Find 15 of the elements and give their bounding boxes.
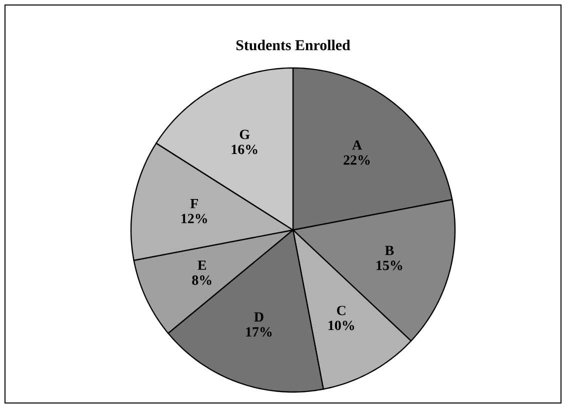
slice-label: C bbox=[337, 306, 346, 316]
slice-label: E bbox=[198, 260, 206, 270]
slice-label: B bbox=[385, 246, 394, 256]
slice-label: A bbox=[352, 140, 362, 150]
data-label: 17% bbox=[246, 327, 272, 337]
slice-label: F bbox=[190, 199, 198, 208]
data-label: 15% bbox=[376, 260, 402, 270]
slice-label: G bbox=[240, 130, 250, 140]
data-label: 12% bbox=[182, 214, 207, 224]
data-label: 8% bbox=[192, 275, 212, 285]
data-label: 16% bbox=[232, 144, 258, 154]
data-label: 10% bbox=[328, 320, 354, 330]
slice-label: D bbox=[254, 312, 264, 322]
data-label: 22% bbox=[344, 155, 370, 165]
chart-title: Students Enrolled bbox=[236, 40, 350, 50]
